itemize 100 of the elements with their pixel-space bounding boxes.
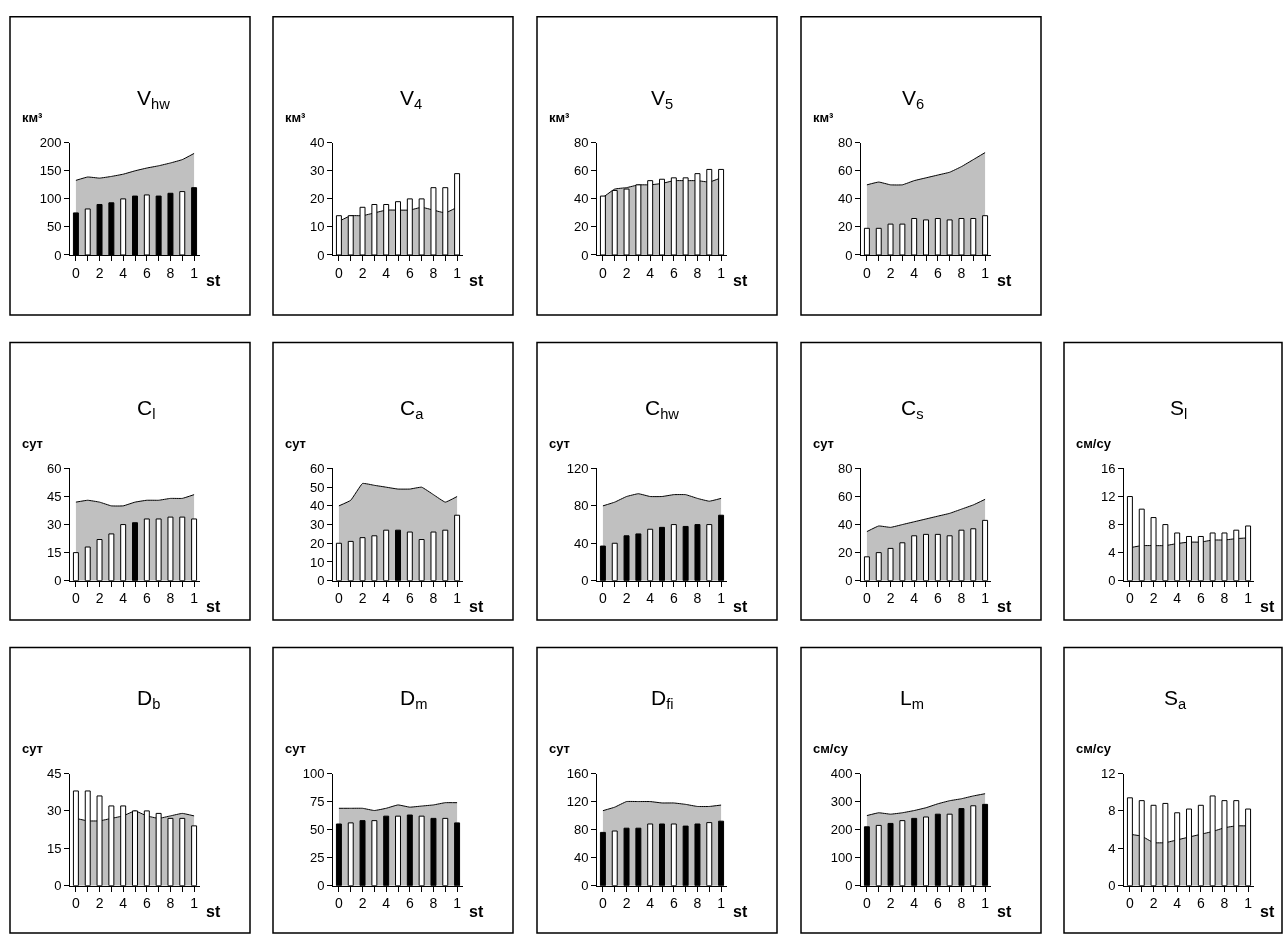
chart-title: C$_{a}$ <box>400 396 425 423</box>
x-tick-label: 6 <box>669 264 678 281</box>
x-tick-label: 2 <box>95 264 104 281</box>
x-tick-label: 6 <box>933 264 942 281</box>
x-tick-label: 4 <box>1173 590 1182 607</box>
x-tick-label: 4 <box>910 895 919 912</box>
y-tick-label: 80 <box>837 135 853 151</box>
x-tick-label: 2 <box>1149 895 1158 912</box>
y-axis-title: км³ <box>22 110 44 125</box>
x-tick-label: 4 <box>646 895 655 912</box>
y-tick-label: 50 <box>309 822 325 838</box>
y-axis-title: см/су <box>1076 436 1112 451</box>
x-tick-label: 1 <box>717 264 726 281</box>
x-tick-label: 8 <box>1220 895 1229 912</box>
y-tick-label: 20 <box>837 219 853 235</box>
y-axis-title: см/су <box>1076 741 1112 756</box>
x-tick-label: 4 <box>382 590 391 607</box>
x-axis-title: st <box>997 272 1012 289</box>
x-axis-title: st <box>469 903 484 920</box>
x-tick-label: 4 <box>119 590 128 607</box>
x-axis-title: st <box>733 598 748 615</box>
x-axis-title: st <box>206 598 221 615</box>
x-axis-title: st <box>997 903 1012 920</box>
x-tick-label: 0 <box>599 264 608 281</box>
y-tick-label: 0 <box>845 247 853 263</box>
y-tick-label: 30 <box>309 163 325 179</box>
x-axis-title: st <box>1260 598 1275 615</box>
y-tick-label: 120 <box>566 794 589 810</box>
x-tick-label: 2 <box>886 590 895 607</box>
x-tick-label: 0 <box>1126 590 1135 607</box>
x-tick-label: 0 <box>1126 895 1135 912</box>
x-tick-label: 1 <box>190 264 199 281</box>
y-axis-title: сут <box>285 741 306 756</box>
x-tick-label: 0 <box>863 895 872 912</box>
x-tick-label: 2 <box>622 895 631 912</box>
chart-title: C$_{hw}$ <box>645 396 680 423</box>
x-tick-label: 0 <box>863 264 872 281</box>
x-tick-label: 8 <box>693 264 702 281</box>
y-tick-label: 30 <box>309 517 325 533</box>
y-tick-label: 8 <box>1108 803 1116 819</box>
x-tick-label: 4 <box>382 264 391 281</box>
y-tick-label: 120 <box>566 461 589 477</box>
y-tick-label: 40 <box>573 535 589 551</box>
y-tick-label: 60 <box>573 163 589 179</box>
y-tick-label: 300 <box>830 794 853 810</box>
x-tick-label: 6 <box>1196 895 1205 912</box>
y-tick-label: 40 <box>309 135 325 151</box>
y-tick-label: 75 <box>309 794 325 810</box>
y-tick-label: 0 <box>54 573 62 589</box>
x-tick-label: 8 <box>429 895 438 912</box>
y-tick-label: 0 <box>845 573 853 589</box>
y-tick-label: 0 <box>317 573 325 589</box>
x-axis-title: st <box>469 272 484 289</box>
y-tick-label: 10 <box>309 219 325 235</box>
x-tick-label: 8 <box>1220 590 1229 607</box>
chart-title: D$_{b}$ <box>137 686 161 713</box>
y-tick-label: 80 <box>837 461 853 477</box>
y-tick-label: 0 <box>317 247 325 263</box>
y-tick-label: 20 <box>837 545 853 561</box>
x-tick-label: 2 <box>358 264 367 281</box>
y-tick-label: 80 <box>573 822 589 838</box>
x-axis-title: st <box>997 598 1012 615</box>
y-tick-label: 60 <box>309 461 325 477</box>
y-tick-label: 50 <box>46 219 62 235</box>
x-tick-label: 2 <box>358 895 367 912</box>
y-tick-label: 4 <box>1108 545 1116 561</box>
y-tick-label: 20 <box>573 219 589 235</box>
x-tick-label: 0 <box>863 590 872 607</box>
x-axis-title: st <box>733 272 748 289</box>
x-tick-label: 1 <box>190 590 199 607</box>
x-tick-label: 0 <box>599 590 608 607</box>
x-tick-label: 8 <box>429 264 438 281</box>
x-tick-label: 8 <box>957 895 966 912</box>
y-tick-label: 30 <box>46 517 62 533</box>
x-axis-title: st <box>206 903 221 920</box>
y-tick-label: 30 <box>46 803 62 819</box>
x-tick-label: 4 <box>910 590 919 607</box>
y-tick-label: 45 <box>46 489 62 505</box>
x-tick-label: 0 <box>72 264 81 281</box>
x-tick-label: 1 <box>717 895 726 912</box>
y-tick-label: 400 <box>830 766 853 782</box>
chart-title: S$_{a}$ <box>1164 686 1188 713</box>
y-tick-label: 0 <box>581 573 589 589</box>
y-tick-label: 60 <box>837 489 853 505</box>
y-axis-title: сут <box>549 741 570 756</box>
chart-title: C$_{s}$ <box>901 396 924 423</box>
x-tick-label: 0 <box>335 264 344 281</box>
y-tick-label: 40 <box>837 191 853 207</box>
y-tick-label: 200 <box>39 135 62 151</box>
y-tick-label: 15 <box>46 545 62 561</box>
x-axis-title: st <box>469 598 484 615</box>
y-tick-label: 25 <box>309 850 325 866</box>
x-tick-label: 2 <box>886 895 895 912</box>
x-tick-label: 4 <box>910 264 919 281</box>
x-tick-label: 2 <box>1149 590 1158 607</box>
y-tick-label: 100 <box>830 850 853 866</box>
x-tick-label: 6 <box>669 895 678 912</box>
y-tick-label: 40 <box>837 517 853 533</box>
y-tick-label: 4 <box>1108 840 1116 856</box>
x-tick-label: 0 <box>72 895 81 912</box>
